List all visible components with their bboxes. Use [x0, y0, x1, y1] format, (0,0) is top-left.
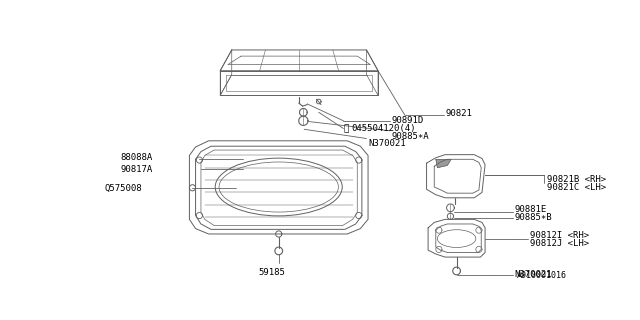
Text: 59185: 59185 — [259, 268, 285, 277]
Text: N370021: N370021 — [515, 270, 552, 279]
Text: 90812J <LH>: 90812J <LH> — [530, 239, 589, 248]
Text: 90812I <RH>: 90812I <RH> — [530, 231, 589, 240]
Text: 90821B <RH>: 90821B <RH> — [547, 175, 606, 184]
Text: A910001016: A910001016 — [516, 271, 566, 280]
Text: 045504120(4): 045504120(4) — [352, 124, 417, 133]
Text: 90817A: 90817A — [120, 165, 152, 174]
Text: 90881E: 90881E — [515, 205, 547, 214]
Text: 90891D: 90891D — [391, 116, 424, 125]
Text: Q575008: Q575008 — [105, 184, 142, 193]
Text: Ⓢ: Ⓢ — [344, 124, 349, 133]
Text: N370021: N370021 — [369, 140, 406, 148]
Text: 90821C <LH>: 90821C <LH> — [547, 182, 606, 191]
Text: 90885∗B: 90885∗B — [515, 213, 552, 222]
Polygon shape — [436, 159, 451, 168]
Text: 90821: 90821 — [446, 108, 473, 117]
Text: 90885∗A: 90885∗A — [391, 132, 429, 141]
Text: 88088A: 88088A — [120, 153, 152, 162]
